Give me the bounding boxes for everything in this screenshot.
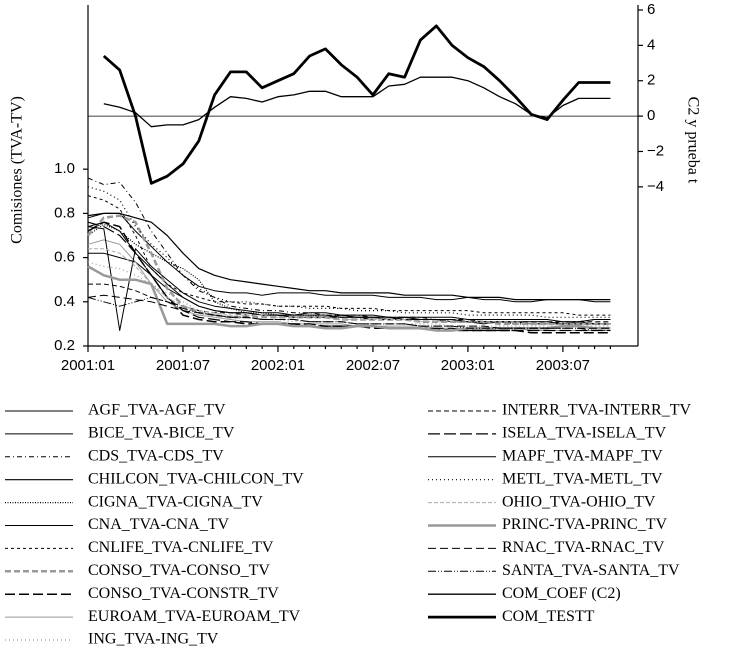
series-line <box>87 296 611 331</box>
y2-axis-label: C2 y prueba t <box>684 97 701 184</box>
y2-tick-label: 0 <box>647 107 655 124</box>
y-tick-label: 0.4 <box>54 293 75 310</box>
x-tick-label: 2002:01 <box>251 357 305 374</box>
series-line <box>87 226 611 331</box>
legend-label: CHILCON_TVA-CHILCON_TV <box>88 470 304 487</box>
legend-label: COM_COEF (C2) <box>502 585 621 602</box>
y-tick-label: 0.8 <box>54 204 75 221</box>
legend-label: INTERR_TVA-INTERR_TV <box>502 402 691 419</box>
legend-label: COM_TESTT <box>502 608 595 625</box>
y2-tick-label: 2 <box>647 72 655 89</box>
series-line <box>87 212 611 303</box>
legend-label: SANTA_TVA-SANTA_TV <box>502 562 680 579</box>
legend-label: METL_TVA-METL_TV <box>502 470 663 487</box>
y2-tick-label: −2 <box>647 142 664 159</box>
legend-label: MAPF_TVA-MAPF_TV <box>502 447 663 464</box>
series-line <box>87 214 611 326</box>
series-line <box>87 265 611 332</box>
series-line <box>87 221 611 332</box>
legend-label: RNAC_TVA-RNAC_TV <box>502 539 665 556</box>
y2-tick-label: 4 <box>647 36 655 53</box>
x-tick-label: 2003:07 <box>536 357 590 374</box>
x-tick-label: 2001:01 <box>61 357 115 374</box>
legend-label: CONSO_TVA-CONSTR_TV <box>88 585 279 602</box>
series-line <box>88 248 611 325</box>
legend-label: CONSO_TVA-CONSO_TV <box>88 562 270 579</box>
series-line <box>87 186 611 318</box>
legend-label: ISELA_TVA-ISELA_TV <box>502 425 667 442</box>
y2-tick-label: −4 <box>647 178 664 195</box>
series-line <box>87 221 611 323</box>
legend-label: CDS_TVA-CDS_TV <box>88 447 224 464</box>
legend-label: AGF_TVA-AGF_TV <box>88 402 226 419</box>
y-tick-label: 0.6 <box>54 249 75 266</box>
series-line <box>87 294 611 329</box>
legend-label: PRINC-TVA-PRINC_TV <box>502 516 668 533</box>
series-line <box>87 212 611 301</box>
y-axis-label: Comisiones (TVA-TV) <box>9 96 26 244</box>
series-line <box>103 76 611 128</box>
x-tick-label: 2001:07 <box>156 357 210 374</box>
y2-tick-label: 6 <box>647 1 655 18</box>
series-line <box>102 24 611 185</box>
y-tick-label: 1.0 <box>54 160 75 177</box>
series-line <box>87 177 611 325</box>
series-line <box>87 195 611 316</box>
legend-label: CIGNA_TVA-CIGNA_TV <box>88 493 263 510</box>
legend-label: EUROAM_TVA-EUROAM_TV <box>88 608 301 625</box>
legend-label: OHIO_TVA-OHIO_TV <box>502 493 656 510</box>
x-tick-label: 2002:07 <box>346 357 400 374</box>
legend-label: CNLIFE_TVA-CNLIFE_TV <box>88 539 274 556</box>
legend-label: BICE_TVA-BICE_TV <box>88 425 235 442</box>
x-tick-label: 2003:01 <box>441 357 495 374</box>
y-tick-label: 0.2 <box>54 337 75 354</box>
legend-label: CNA_TVA-CNA_TV <box>88 516 229 533</box>
legend-label: ING_TVA-ING_TV <box>88 631 219 648</box>
